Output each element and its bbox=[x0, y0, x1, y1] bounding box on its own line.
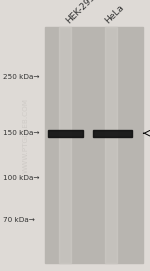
Text: HeLa: HeLa bbox=[103, 3, 126, 26]
Text: 250 kDa→: 250 kDa→ bbox=[3, 74, 39, 80]
Text: HEK-293: HEK-293 bbox=[64, 0, 97, 26]
Text: WWW.PTGLAEB.COM: WWW.PTGLAEB.COM bbox=[22, 98, 28, 173]
Text: 150 kDa→: 150 kDa→ bbox=[3, 130, 39, 136]
Text: 100 kDa→: 100 kDa→ bbox=[3, 175, 39, 181]
Bar bbox=[105, 27, 117, 263]
Bar bbox=[45, 27, 142, 263]
Bar bbox=[93, 130, 132, 137]
Text: 70 kDa→: 70 kDa→ bbox=[3, 217, 35, 223]
Bar bbox=[48, 130, 82, 137]
Bar bbox=[58, 27, 70, 263]
